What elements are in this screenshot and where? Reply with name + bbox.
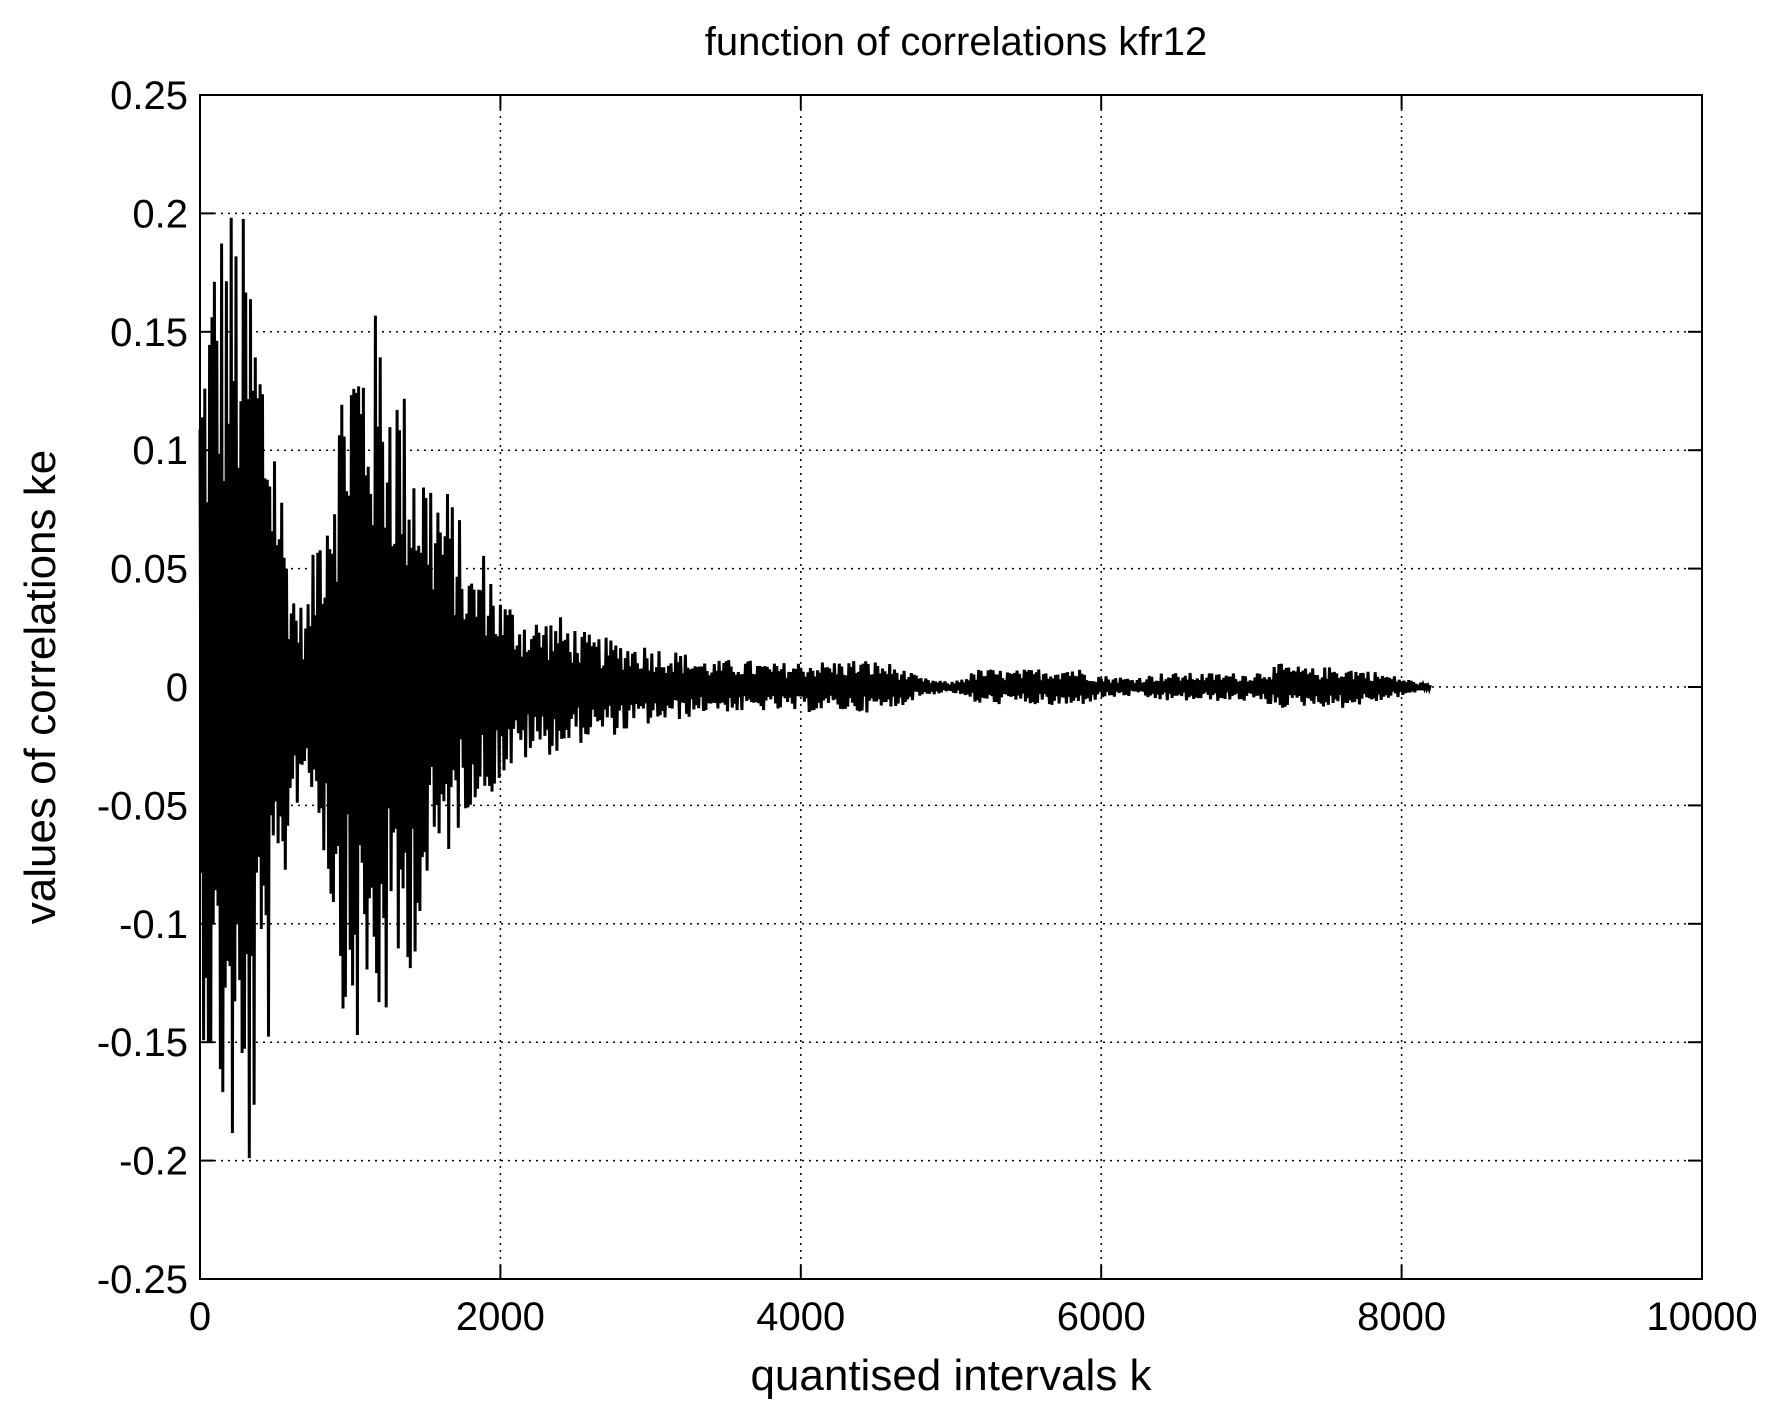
y-tick-label: -0.05: [97, 784, 188, 828]
grid-lines: [200, 95, 1702, 1279]
x-tick-label: 10000: [1646, 1295, 1757, 1339]
chart-title: function of correlations kfr12: [705, 20, 1207, 64]
y-tick-label: 0.2: [132, 192, 188, 236]
x-tick-label: 8000: [1357, 1295, 1446, 1339]
y-tick-label: 0: [166, 666, 188, 710]
y-tick-label: -0.15: [97, 1021, 188, 1065]
tick-marks: [199, 94, 1703, 1280]
y-tick-label: 0.05: [110, 548, 188, 592]
y-tick-labels: 0.25 0.2 0.15 0.1 0.05 0 -0.05 -0.1 -0.15 -0.2 -0.…: [97, 74, 188, 1302]
x-tick-label: 4000: [756, 1295, 845, 1339]
y-tick-label: -0.2: [119, 1140, 188, 1184]
y-tick-label: 0.25: [110, 74, 188, 118]
correlation-line: [198, 217, 1432, 1159]
x-axis-title: quantised intervals k: [750, 1351, 1152, 1400]
x-tick-labels: 0 2000 4000 6000 8000 10000: [189, 1295, 1758, 1339]
x-tick-label: 0: [189, 1295, 211, 1339]
series-correlations: [198, 217, 1432, 1159]
y-tick-label: 0.15: [110, 311, 188, 355]
x-tick-label: 2000: [456, 1295, 545, 1339]
y-tick-label: 0.1: [132, 429, 188, 473]
y-axis-title: values of correlations ke: [16, 450, 65, 924]
y-tick-label: -0.1: [119, 903, 188, 947]
y-tick-label: -0.25: [97, 1258, 188, 1302]
x-tick-label: 6000: [1057, 1295, 1146, 1339]
